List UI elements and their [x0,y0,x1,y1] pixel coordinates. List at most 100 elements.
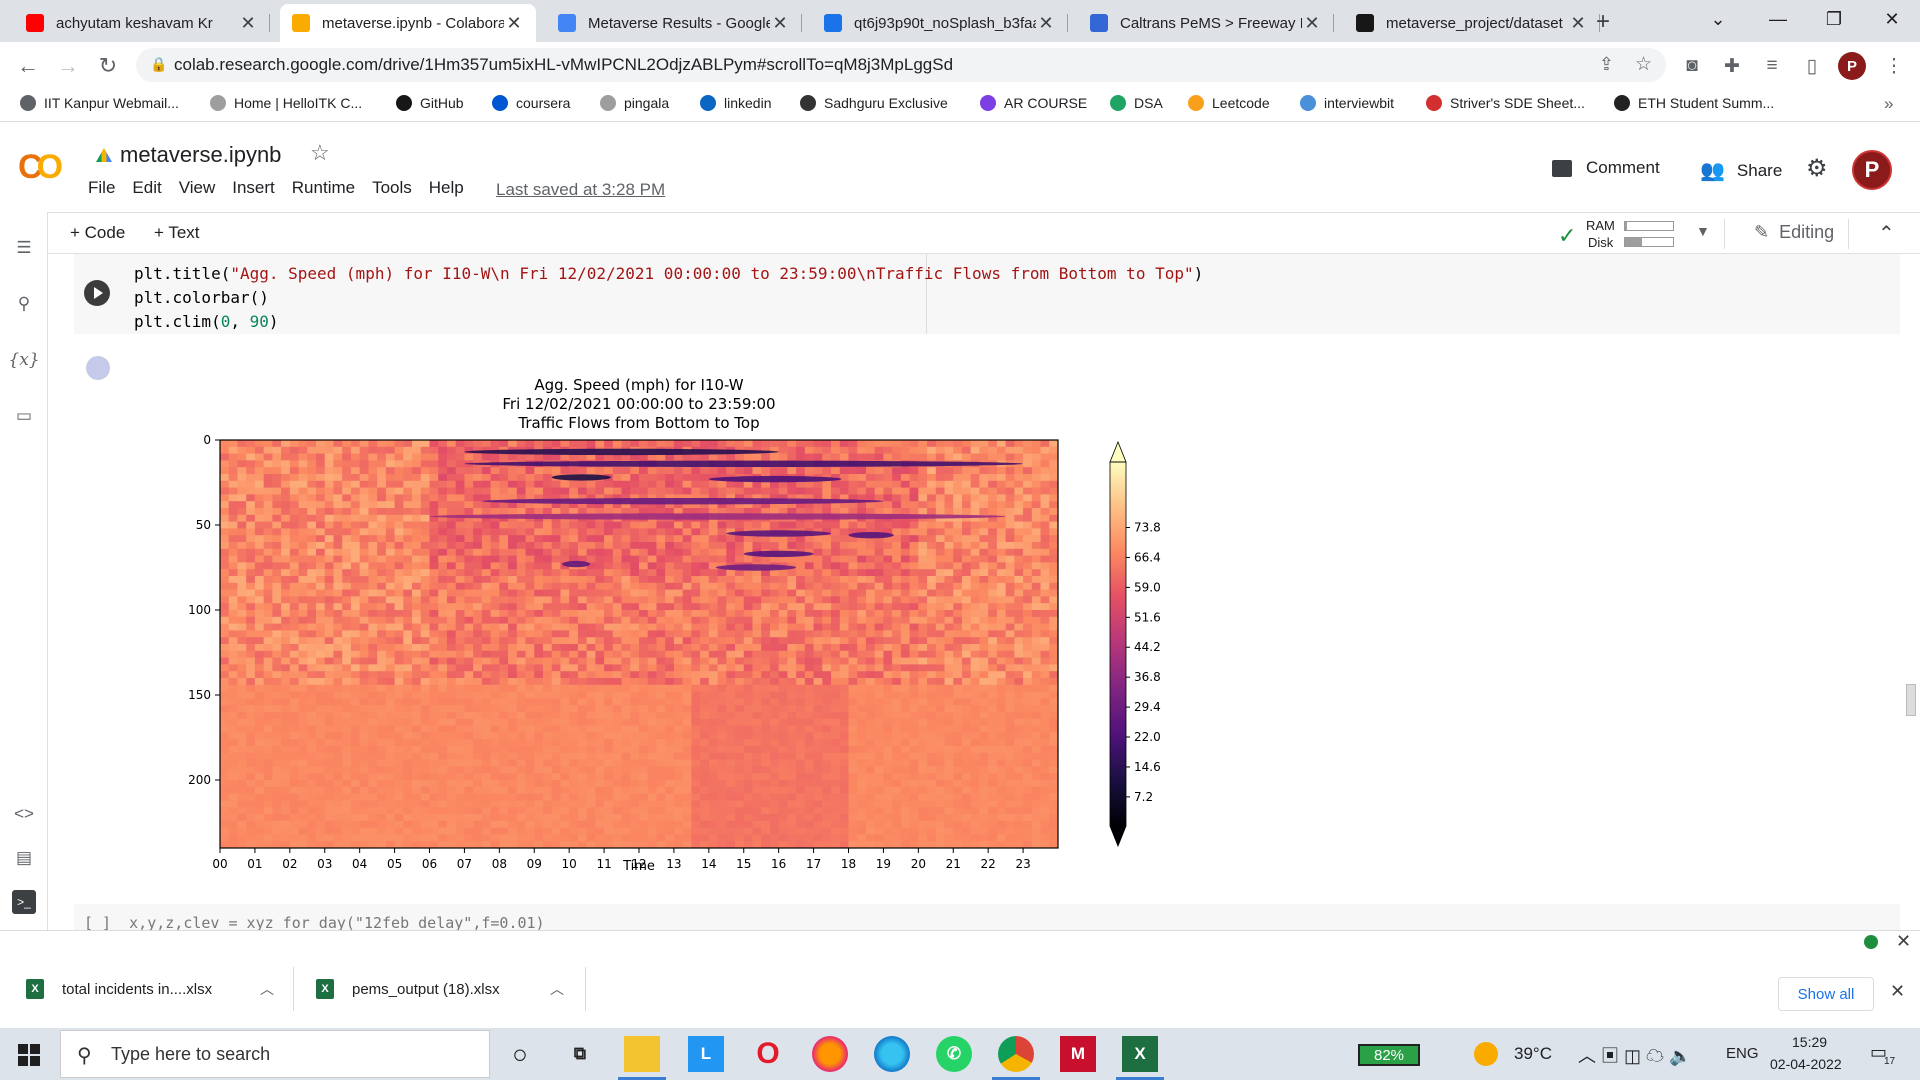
heatmap-cell [542,582,553,591]
notebook-title[interactable]: metaverse.ipynb [96,142,281,168]
forward-arrow-icon[interactable]: → [57,53,79,78]
add-text-button[interactable]: + Text [154,223,200,242]
new-tab-button[interactable]: + [1596,8,1611,35]
share-button[interactable]: 👥 Share [1700,160,1783,182]
heatmap-cell [246,630,256,638]
close-tab-icon[interactable]: ✕ [240,12,256,33]
heatmap-cell [691,596,701,604]
heatmap-cell [534,610,544,618]
code-cell[interactable] [74,254,1900,334]
address-bar[interactable]: 🔒 colab.research.google.com/drive/1Hm357… [136,48,1666,82]
camera-icon[interactable]: ◙ [1686,55,1698,76]
share-page-icon[interactable]: ⇪ [1598,54,1614,74]
output-icon[interactable] [86,356,110,380]
extensions-icon[interactable]: ✚ [1724,55,1740,77]
heatmap-cell [839,684,850,693]
user-avatar[interactable]: P [1852,150,1892,190]
close-tab-icon[interactable]: ✕ [1038,12,1054,33]
menu-view[interactable]: View [178,178,216,197]
reading-list-icon[interactable]: ≡ [1766,55,1778,76]
colab-logo[interactable]: CO [18,148,63,186]
files-folder-icon[interactable]: ▭ [15,406,33,425]
chrome-menu-icon[interactable]: ⋮ [1884,55,1904,77]
tab-search-icon[interactable]: ⌄ [1710,8,1726,29]
menu-runtime[interactable]: Runtime [291,178,356,197]
heatmap-cell [534,569,544,577]
bookmark-item[interactable]: AR COURSE [980,95,1087,111]
settings-gear-icon[interactable]: ⚙ [1806,155,1828,182]
heatmap-cell [342,678,352,686]
editing-mode-button[interactable]: ✎ Editing [1754,222,1835,242]
bookmark-item[interactable]: ETH Student Summ... [1614,95,1774,111]
heatmap-cell [499,508,509,516]
menu-edit[interactable]: Edit [132,178,162,197]
heatmap-cell [1005,725,1015,733]
browser-tab-3[interactable]: Metaverse Results - Google ✕ [546,4,802,42]
close-tab-icon[interactable]: ✕ [1304,12,1320,33]
bookmark-item[interactable]: coursera [492,95,570,111]
bookmark-item[interactable]: pingala [600,95,669,111]
bookmarks-overflow-button[interactable]: » [1884,94,1894,113]
heatmap-cell [865,712,876,720]
browser-tab-2[interactable]: metaverse.ipynb - Colabora ✕ [280,4,536,42]
back-arrow-icon[interactable]: ← [17,53,39,78]
heatmap-cell [1014,562,1024,570]
comment-button[interactable]: Comment [1552,158,1660,178]
heatmap-cell [281,725,291,733]
heatmap-cell [595,752,605,761]
menu-help[interactable]: Help [428,178,464,197]
code-snippets-icon[interactable]: <> [14,804,34,823]
bookmark-item[interactable]: linkedin [700,95,771,111]
minimize-button[interactable]: — [1769,8,1787,29]
close-tab-icon[interactable]: ✕ [506,12,522,33]
browser-tab-1[interactable]: achyutam keshavam Kr ✕ [14,4,270,42]
heatmap-cell [420,521,431,529]
star-notebook-icon[interactable]: ☆ [310,140,330,165]
code-line-2[interactable]: plt.colorbar() [134,288,269,307]
code-line-1[interactable]: plt.title("Agg. Speed (mph) for I10-W\n … [134,264,1204,283]
browser-tab-4[interactable]: qt6j93p90t_noSplash_b3faa ✕ [812,4,1068,42]
bookmark-item[interactable]: IIT Kanpur Webmail... [20,95,179,111]
add-code-button[interactable]: + Code [70,223,126,242]
heatmap-cell [848,650,858,659]
reload-icon[interactable]: ↻ [98,53,118,78]
bookmark-item[interactable]: Striver's SDE Sheet... [1426,95,1585,111]
menu-tools[interactable]: Tools [372,178,412,197]
browser-tab-5[interactable]: Caltrans PeMS > Freeway I ✕ [1078,4,1334,42]
bookmark-item[interactable]: interviewbit [1300,95,1394,111]
code-line-3[interactable]: plt.clim(0, 90) [134,312,279,331]
heatmap-cell [237,603,247,611]
resources-dropdown-icon[interactable]: ▼ [1696,223,1710,239]
menu-file[interactable]: File [88,178,116,197]
close-tab-icon[interactable]: ✕ [772,12,788,33]
side-panel-icon[interactable]: ▯ [1806,55,1818,77]
run-cell-button[interactable] [84,280,110,306]
terminal-icon[interactable]: >_ [12,890,36,914]
resources-indicator[interactable]: ✓ RAM Disk ▼ [1558,218,1710,250]
browser-tab-6[interactable]: metaverse_project/dataset ✕ [1344,4,1600,42]
maximize-button[interactable]: ❐ [1825,8,1843,29]
heatmap-cell [708,678,719,686]
close-window-button[interactable]: ✕ [1884,8,1900,29]
heatmap-cell [726,576,736,584]
bookmark-item[interactable]: Sadhguru Exclusive [800,95,948,111]
heatmap-cell [1014,773,1024,781]
table-of-contents-icon[interactable]: ☰ [16,238,32,257]
close-tab-icon[interactable]: ✕ [1570,12,1586,33]
bookmark-item[interactable]: GitHub [396,95,464,111]
menu-insert[interactable]: Insert [232,178,275,197]
heatmap-cell [412,576,422,584]
heatmap-cell [900,582,911,591]
collapse-header-icon[interactable]: ⌃ [1878,223,1895,245]
bookmark-item[interactable]: Leetcode [1188,95,1270,111]
profile-avatar[interactable]: P [1838,52,1866,80]
bookmark-item[interactable]: Home | HelloITK C... [210,95,362,111]
bookmark-star-icon[interactable]: ☆ [1634,54,1652,75]
variables-icon[interactable]: {x} [8,350,40,370]
command-palette-icon[interactable]: ▤ [15,848,33,867]
heatmap-cell [429,535,439,543]
bookmark-item[interactable]: DSA [1110,95,1163,111]
search-icon[interactable]: ⚲ [17,294,31,313]
heatmap-cell [831,637,841,645]
last-saved-link[interactable]: Last saved at 3:28 PM [496,180,666,199]
